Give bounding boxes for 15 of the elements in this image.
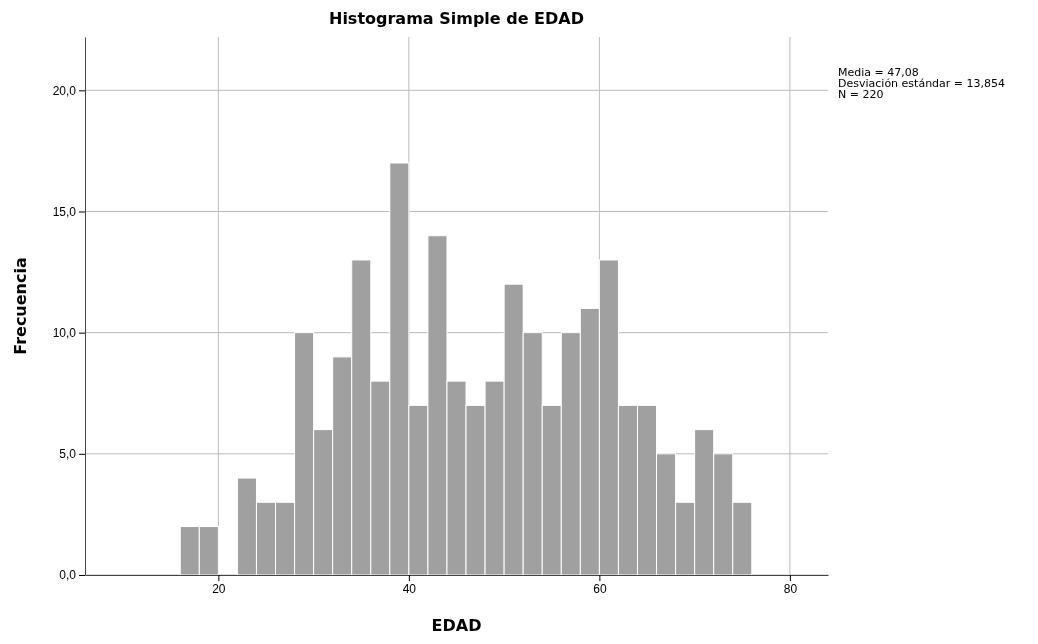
text: Media = 47,08 <box>838 66 919 79</box>
x-axis-title: EDAD <box>431 616 482 635</box>
x-tick-label: 40 <box>402 581 417 596</box>
y-tick-label: 0,0 <box>59 568 77 583</box>
y-tick-label: 5,0 <box>59 447 77 462</box>
y-tick-label: 20,0 <box>52 83 77 98</box>
text: Desviación estándar = 13,854 <box>838 77 1006 90</box>
text: N = 220 <box>838 88 884 101</box>
x-tick-label: 60 <box>593 581 607 596</box>
chart-title: Histograma Simple de EDAD <box>328 9 585 28</box>
x-tick-label: 80 <box>783 581 798 596</box>
y-axis-title: Frecuencia <box>11 257 30 355</box>
y-tick-label: 15,0 <box>52 204 77 219</box>
x-tick-label: 20 <box>212 581 226 596</box>
y-tick-label: 10,0 <box>52 326 77 340</box>
